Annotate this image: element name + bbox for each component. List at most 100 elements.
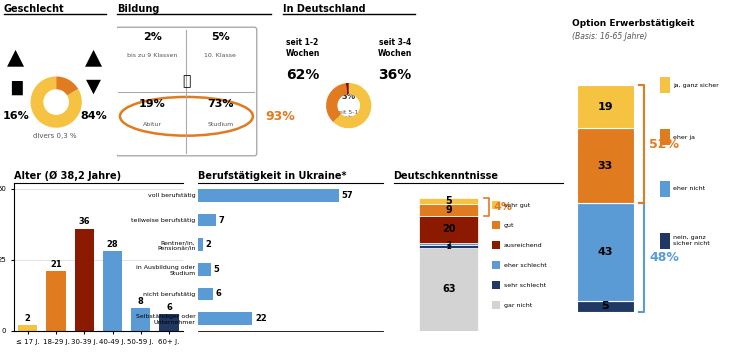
Bar: [131, 308, 150, 331]
Text: Bildung: Bildung: [117, 4, 159, 14]
Bar: [661, 77, 670, 93]
Bar: [661, 129, 670, 145]
Text: divers 0,3 %: divers 0,3 %: [33, 133, 76, 139]
Bar: [419, 243, 478, 245]
Text: 48%: 48%: [649, 251, 679, 264]
Text: ausreichend: ausreichend: [504, 243, 542, 248]
Bar: [419, 216, 478, 243]
Text: nein, ganz
sicher nicht: nein, ganz sicher nicht: [673, 235, 710, 246]
Text: 2: 2: [206, 240, 212, 249]
Bar: [198, 238, 204, 251]
Text: 93%: 93%: [265, 110, 295, 123]
Text: (Basis: 16-65 Jahre): (Basis: 16-65 Jahre): [572, 32, 647, 41]
Bar: [75, 228, 93, 331]
Bar: [492, 201, 501, 209]
Text: 5: 5: [213, 265, 219, 274]
Text: Berufstätigkeit in Ukraine*: Berufstätigkeit in Ukraine*: [198, 171, 347, 181]
Text: 28: 28: [107, 240, 118, 249]
Text: 2: 2: [25, 314, 31, 323]
Text: 10. Klasse: 10. Klasse: [204, 54, 236, 58]
Text: eher nicht: eher nicht: [673, 187, 706, 191]
Text: 16%: 16%: [2, 111, 29, 121]
Text: Studium: Studium: [207, 121, 234, 127]
Text: Alter (Ø 38,2 Jahre): Alter (Ø 38,2 Jahre): [14, 171, 121, 181]
Text: 33: 33: [598, 161, 613, 171]
Text: 43: 43: [597, 247, 613, 257]
Text: Abitur: Abitur: [143, 121, 162, 127]
Text: 62%: 62%: [286, 68, 319, 82]
Text: sehr schlecht: sehr schlecht: [504, 283, 546, 288]
Bar: [661, 181, 670, 197]
Bar: [103, 251, 122, 331]
Bar: [492, 281, 501, 289]
Text: 21: 21: [50, 260, 62, 269]
Text: 2: 2: [446, 241, 451, 247]
Bar: [419, 198, 478, 205]
Wedge shape: [326, 83, 348, 122]
Text: 4%: 4%: [494, 202, 513, 212]
Wedge shape: [56, 76, 78, 95]
FancyBboxPatch shape: [116, 27, 257, 156]
Text: 6: 6: [216, 289, 222, 298]
Bar: [492, 221, 501, 229]
Text: ▼: ▼: [86, 76, 101, 95]
Text: 19: 19: [597, 102, 613, 112]
Text: 84%: 84%: [80, 111, 107, 121]
Text: 36: 36: [78, 217, 90, 226]
Bar: [46, 271, 66, 331]
Bar: [577, 128, 633, 203]
Text: 6: 6: [166, 303, 172, 312]
Wedge shape: [333, 83, 371, 128]
Text: In Deutschland: In Deutschland: [283, 4, 366, 14]
Bar: [198, 288, 213, 300]
Text: gut: gut: [504, 223, 514, 228]
Text: eher schlecht: eher schlecht: [504, 263, 547, 268]
Text: 8: 8: [138, 297, 144, 306]
Text: ja, ganz sicher: ja, ganz sicher: [673, 83, 719, 88]
Wedge shape: [31, 76, 81, 128]
Bar: [577, 85, 633, 128]
Text: gar nicht: gar nicht: [504, 302, 532, 308]
Text: seit 1-2
Wochen: seit 1-2 Wochen: [285, 38, 320, 58]
Bar: [492, 301, 501, 309]
Text: sehr gut: sehr gut: [504, 203, 530, 208]
Text: 5: 5: [602, 301, 609, 312]
Text: 5: 5: [446, 196, 452, 206]
Text: 5%: 5%: [211, 32, 230, 42]
Text: ▲: ▲: [84, 48, 102, 68]
Text: █: █: [11, 81, 21, 95]
Text: Geschlecht: Geschlecht: [4, 4, 64, 14]
Text: ▲: ▲: [8, 48, 25, 68]
Bar: [492, 261, 501, 269]
Text: 22: 22: [255, 314, 267, 323]
Text: 36%: 36%: [379, 68, 412, 82]
Text: 57: 57: [341, 191, 353, 200]
Bar: [198, 263, 210, 276]
Wedge shape: [346, 83, 349, 94]
Bar: [419, 205, 478, 216]
Text: 🎓: 🎓: [182, 74, 191, 88]
Text: Option Erwerbstätigkeit: Option Erwerbstätigkeit: [572, 19, 694, 28]
Bar: [577, 301, 633, 312]
Text: seit 3-4
Wochen: seit 3-4 Wochen: [378, 38, 412, 58]
Text: 20: 20: [442, 225, 455, 234]
Bar: [198, 189, 339, 202]
Bar: [18, 325, 37, 331]
Bar: [198, 312, 253, 325]
Text: 73%: 73%: [207, 99, 234, 109]
Text: bis zu 9 Klassen: bis zu 9 Klassen: [127, 54, 178, 58]
Text: 9: 9: [446, 205, 452, 215]
Bar: [492, 241, 501, 249]
Bar: [419, 245, 478, 248]
Text: 19%: 19%: [139, 99, 166, 109]
Text: 7: 7: [218, 215, 224, 225]
Text: 2%: 2%: [143, 32, 162, 42]
Bar: [661, 233, 670, 249]
Text: 63: 63: [442, 284, 455, 294]
Bar: [159, 314, 179, 331]
Wedge shape: [67, 88, 78, 95]
Bar: [577, 203, 633, 301]
Bar: [198, 214, 216, 226]
Text: seit 5-12
Wochen: seit 5-12 Wochen: [335, 109, 363, 120]
Text: 3%: 3%: [342, 92, 356, 101]
